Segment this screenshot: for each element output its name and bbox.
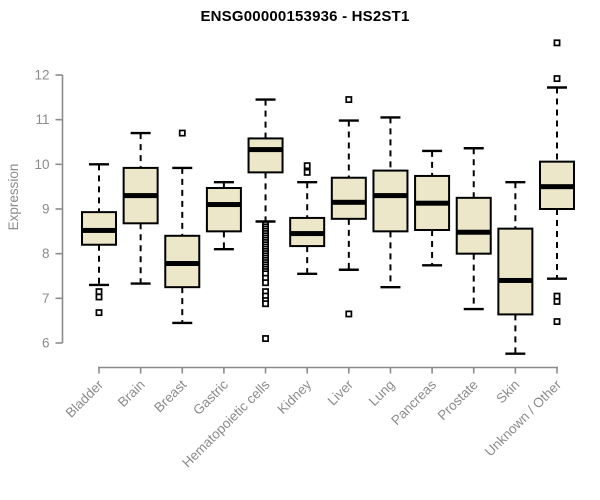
median-line <box>165 260 200 266</box>
x-tick-label-liver: Liver <box>325 377 357 409</box>
iqr-box <box>205 187 242 233</box>
median-line <box>290 231 325 237</box>
chart-title: ENSG00000153936 - HS2ST1 <box>200 8 410 25</box>
y-tick-label: 8 <box>42 246 50 261</box>
x-tick-label-bladder: Bladder <box>63 377 107 421</box>
outlier-point <box>178 129 186 137</box>
x-tick-label-breast: Breast <box>151 377 189 415</box>
iqr-box <box>455 196 492 255</box>
outlier-point <box>95 293 103 301</box>
median-line <box>498 277 533 283</box>
iqr-box <box>372 169 409 233</box>
box-hematopoietic-cells <box>247 98 284 342</box>
x-tick-label-brain: Brain <box>115 377 148 410</box>
outlier-point <box>303 162 311 170</box>
outlier-point <box>95 288 103 296</box>
x-tick-label-lung: Lung <box>366 377 398 409</box>
x-tick-label-pancreas: Pancreas <box>388 377 439 428</box>
outlier-point <box>553 318 561 326</box>
box-unknown-other <box>539 39 575 326</box>
x-tick-label-kidney: Kidney <box>275 377 315 417</box>
median-line <box>540 184 574 190</box>
x-tick-label-unknown-other: Unknown / Other <box>482 377 565 460</box>
median-line <box>82 227 116 233</box>
median-line <box>456 229 491 235</box>
outlier-point <box>345 310 353 318</box>
outlier-point <box>553 39 561 47</box>
box-kidney <box>289 162 326 275</box>
outlier-point <box>262 279 269 287</box>
box-bladder <box>81 163 117 317</box>
outlier-point <box>95 309 103 317</box>
x-tick-label-prostate: Prostate <box>435 377 481 423</box>
outlier-point <box>553 298 561 305</box>
iqr-box <box>497 227 534 316</box>
outlier-point <box>553 292 561 300</box>
median-line <box>373 193 408 199</box>
y-tick-label: 9 <box>42 202 50 217</box>
y-tick-label: 7 <box>42 291 50 306</box>
outlier-point <box>345 96 353 104</box>
box-gastric <box>205 180 242 251</box>
x-tick-label-gastric: Gastric <box>190 377 231 418</box>
outlier-point <box>303 168 311 176</box>
median-line <box>206 202 241 208</box>
box-skin <box>497 180 534 355</box>
y-tick-label: 6 <box>42 336 50 351</box>
median-line <box>415 200 450 206</box>
box-lung <box>372 116 409 289</box>
y-axis: 6 7 8 9 10 11 12 <box>34 68 64 351</box>
median-line <box>331 199 366 205</box>
y-tick-label: 10 <box>34 157 49 172</box>
y-tick-label: 11 <box>35 112 49 127</box>
box-pancreas <box>414 149 451 267</box>
x-tick-label-skin: Skin <box>493 377 522 406</box>
iqr-box <box>330 176 367 220</box>
median-line <box>248 147 283 153</box>
y-tick-label: 12 <box>34 68 49 83</box>
box-brain <box>122 131 159 285</box>
outlier-point <box>553 75 561 83</box>
box-breast <box>164 129 201 325</box>
box-liver <box>330 96 367 318</box>
median-line <box>123 193 158 199</box>
iqr-box <box>247 137 284 174</box>
outlier-point <box>262 335 269 342</box>
box-prostate <box>455 147 492 311</box>
outlier-point <box>262 300 269 308</box>
